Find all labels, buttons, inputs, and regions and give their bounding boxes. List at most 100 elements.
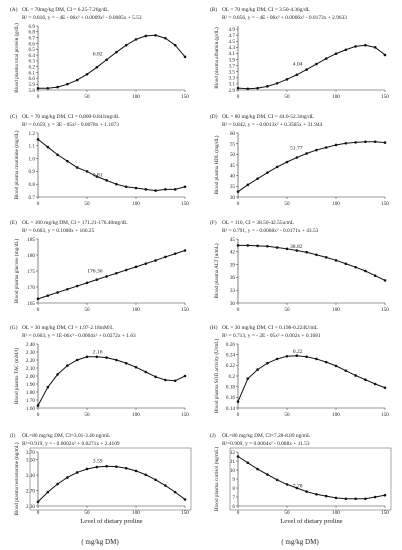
panel-letter: (G): [10, 324, 18, 331]
y-tick-label: 3.3: [229, 76, 236, 82]
y-tick-label: 3.70: [26, 450, 35, 456]
data-point: [373, 140, 377, 144]
data-point: [183, 249, 187, 252]
y-tick-label: 36: [230, 275, 236, 281]
data-point: [324, 256, 328, 259]
panel-caption-ol: OL = 70 mg/kg DM, CI = 0.800-0.841mg/dL: [22, 114, 120, 120]
y-tick-label: 3.1: [229, 82, 236, 88]
data-point: [266, 361, 269, 365]
data-point: [364, 269, 367, 273]
y-tick-label: 1.1: [29, 144, 36, 150]
data-point: [236, 455, 240, 458]
y-tick-label: 30: [230, 301, 236, 307]
y-tick-label: 6: [232, 504, 235, 510]
x-tick-label: 150: [181, 94, 189, 100]
data-point: [66, 159, 69, 163]
data-point: [315, 493, 318, 496]
x-tick-label: 0: [237, 510, 240, 516]
data-point: [124, 466, 128, 470]
data-point: [183, 498, 187, 501]
data-point: [134, 469, 138, 473]
x-tick-label: 100: [132, 94, 140, 100]
data-point: [364, 378, 367, 382]
optimum-annotation: 38.82: [290, 244, 303, 250]
x-tick-label: 50: [284, 94, 290, 100]
panel-caption-r2: R² = 0.663, y = 0.1008x + 166.25: [22, 228, 95, 234]
data-point: [75, 78, 79, 82]
data-point: [236, 244, 240, 247]
data-point: [164, 484, 167, 487]
y-axis-label: Blood plasma total protein (g/dL): [13, 23, 20, 93]
data-point: [134, 265, 138, 269]
x-tick-label: 100: [332, 201, 340, 207]
x-tick-label: 0: [237, 307, 240, 313]
data-point: [124, 185, 128, 189]
data-point: [275, 246, 279, 249]
y-tick-label: 6.2: [29, 65, 36, 71]
y-axis-label: Blood plasma HDL (mg/dL): [213, 135, 220, 194]
y-tick-label: 170: [27, 285, 35, 291]
x-tick-label: 150: [381, 201, 389, 207]
y-tick-label: 2.30: [26, 350, 35, 356]
data-point: [383, 386, 387, 390]
x-tick-label: 0: [237, 94, 240, 100]
y-tick-label: 6.8: [29, 30, 36, 36]
data-point: [115, 271, 118, 275]
data-point: [275, 478, 279, 482]
data-point: [154, 189, 157, 192]
y-tick-label: 6.4: [29, 53, 36, 59]
chart-panel-b: (B) OL = 70 mg/kg DM, CI = 3.50-4.36g/dL R…: [210, 6, 389, 100]
x-axis-label: Level of dietary proline: [80, 518, 143, 525]
panel-caption-ol: OL = 70mg/kg DM, CI = 6.25-7.26g/dL: [22, 7, 109, 13]
panel-letter: (D): [210, 113, 218, 120]
y-tick-label: 0.22: [226, 363, 235, 369]
data-point: [173, 252, 177, 256]
data-point: [134, 186, 138, 190]
x-tick-label: 100: [132, 510, 140, 516]
x-tick-label: 150: [381, 412, 389, 418]
data-point: [56, 482, 59, 486]
data-point: [334, 364, 338, 368]
data-point: [134, 38, 138, 41]
data-point: [46, 86, 50, 90]
x-tick-label: 150: [381, 307, 389, 313]
y-tick-label: 6.7: [29, 35, 36, 41]
panel-caption-r2: R² = 0.816, y = - 4E - 06x³ + 0.0009x² -…: [22, 15, 142, 21]
data-point: [373, 274, 377, 277]
x-tick-label: 0: [237, 412, 240, 418]
data-point: [85, 355, 89, 359]
x-tick-label: 0: [37, 307, 40, 313]
x-tick-label: 0: [37, 201, 40, 207]
x-tick-label: 100: [332, 94, 340, 100]
data-point: [344, 262, 348, 266]
y-axis-label: Blood plasma creatinine (mg/dL): [13, 130, 20, 199]
y-tick-label: 0.16: [226, 395, 235, 401]
data-point: [344, 369, 348, 372]
data-point: [173, 490, 177, 494]
data-point: [85, 72, 89, 76]
data-point: [164, 378, 167, 382]
data-point: [144, 473, 148, 477]
y-axis-label: Blood plasma SOD activity (U/mL): [213, 339, 220, 414]
data-point: [95, 66, 99, 69]
y-tick-label: 0.18: [226, 384, 235, 390]
data-point: [56, 291, 59, 294]
data-point: [236, 190, 240, 193]
y-tick-label: 6.0: [29, 76, 36, 82]
y-tick-label: 10: [230, 468, 236, 474]
y-tick-label: 1.60: [26, 406, 35, 412]
data-point: [236, 400, 240, 403]
data-point: [36, 86, 40, 90]
data-point: [305, 68, 308, 71]
y-tick-label: 1.70: [26, 398, 35, 404]
series-line: [37, 465, 186, 503]
data-point: [295, 354, 299, 358]
y-tick-label: 6.5: [29, 47, 36, 53]
data-point: [75, 166, 79, 169]
data-point: [334, 496, 338, 500]
data-point: [246, 377, 250, 380]
data-point: [305, 490, 308, 493]
series-line: [237, 141, 386, 193]
data-point: [315, 148, 318, 152]
y-tick-label: 6.1: [29, 70, 36, 76]
